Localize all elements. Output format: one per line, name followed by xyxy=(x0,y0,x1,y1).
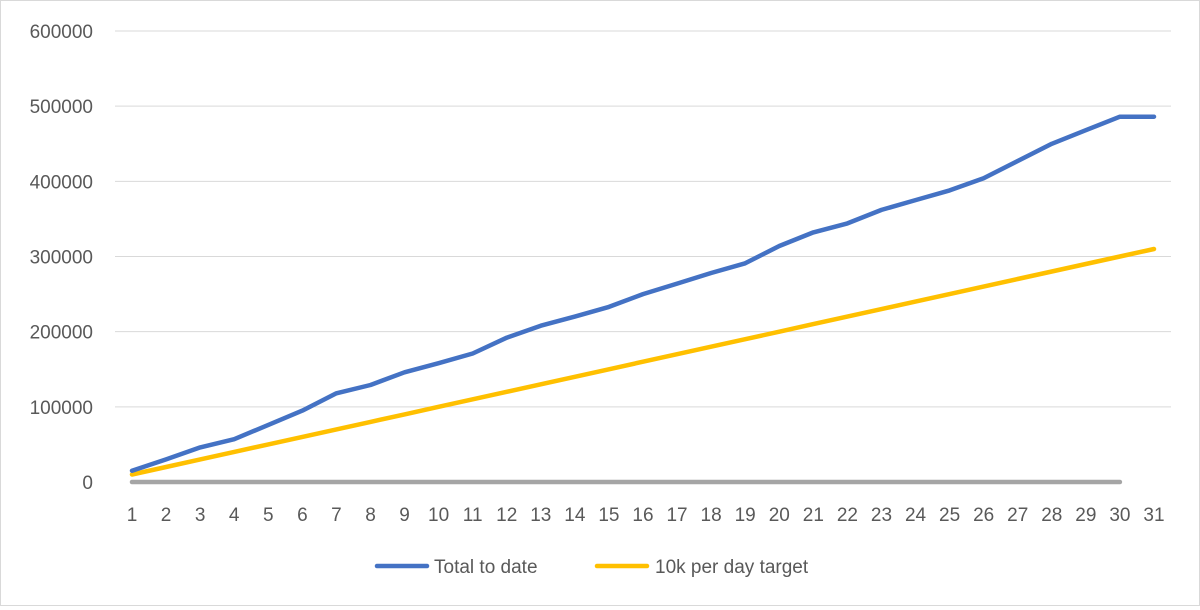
y-tick-label: 0 xyxy=(82,473,93,494)
x-tick-label: 27 xyxy=(1007,505,1028,526)
x-tick-label: 23 xyxy=(871,505,892,526)
y-tick-label: 600000 xyxy=(30,22,93,43)
x-tick-label: 13 xyxy=(530,505,551,526)
x-tick-label: 3 xyxy=(195,505,206,526)
x-tick-label: 25 xyxy=(939,505,960,526)
x-tick-label: 1 xyxy=(127,505,138,526)
x-tick-label: 6 xyxy=(297,505,308,526)
x-tick-label: 30 xyxy=(1109,505,1130,526)
x-tick-label: 14 xyxy=(564,505,586,526)
x-tick-label: 24 xyxy=(905,505,927,526)
x-tick-label: 7 xyxy=(331,505,342,526)
x-tick-label: 17 xyxy=(666,505,687,526)
x-tick-label: 2 xyxy=(161,505,172,526)
x-tick-label: 29 xyxy=(1075,505,1096,526)
x-tick-label: 18 xyxy=(701,505,722,526)
x-axis-ticks: 1 2 3 4 5 6 7 8 9 10 11 12 13 14 15 16 17 18 19 20 21 22 23 24 2… xyxy=(127,505,1165,526)
gridlines xyxy=(115,30,1171,408)
y-tick-label: 200000 xyxy=(30,323,93,344)
y-tick-label: 100000 xyxy=(30,398,93,419)
series-line-0 xyxy=(129,114,1157,473)
x-tick-label: 5 xyxy=(263,505,274,526)
x-tick-label: 31 xyxy=(1143,505,1164,526)
legend-label: Total to date xyxy=(434,557,538,578)
x-tick-label: 22 xyxy=(837,505,858,526)
x-tick-label: 4 xyxy=(229,505,240,526)
legend: Total to date 10k per day target xyxy=(374,557,809,578)
legend-label: 10k per day target xyxy=(655,557,809,578)
x-tick-label: 16 xyxy=(632,505,653,526)
x-tick-label: 28 xyxy=(1041,505,1062,526)
x-tick-label: 21 xyxy=(803,505,824,526)
x-tick-label: 10 xyxy=(428,505,449,526)
series-line-1 xyxy=(129,246,1157,477)
y-tick-label: 500000 xyxy=(30,97,93,118)
x-tick-label: 15 xyxy=(598,505,619,526)
x-tick-label: 11 xyxy=(463,505,483,526)
x-tick-label: 19 xyxy=(735,505,756,526)
x-tick-label: 26 xyxy=(973,505,994,526)
y-tick-label: 300000 xyxy=(30,248,93,269)
x-tick-label: 12 xyxy=(496,505,517,526)
x-tick-label: 8 xyxy=(365,505,376,526)
y-axis-ticks: 0 100000 200000 300000 400000 500000 600000 xyxy=(30,22,93,494)
x-tick-label: 9 xyxy=(399,505,410,526)
y-tick-label: 400000 xyxy=(30,172,93,193)
x-tick-label: 20 xyxy=(769,505,790,526)
series-lines xyxy=(129,114,1157,485)
